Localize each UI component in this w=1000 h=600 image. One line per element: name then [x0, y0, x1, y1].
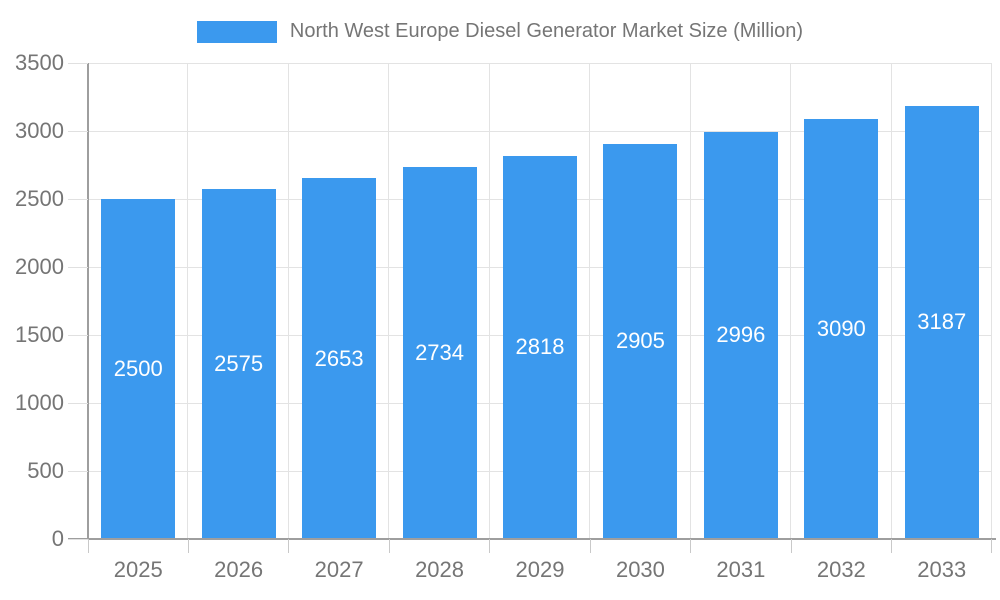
x-tick [690, 539, 692, 553]
v-gridline [287, 63, 289, 539]
v-gridline [890, 63, 892, 539]
y-tick [68, 62, 88, 64]
y-tick-label: 3500 [15, 50, 64, 75]
x-axis-tick-labels: 2025 2026 2027 2028 2029 2030 2031 2032 2033 [88, 557, 992, 587]
x-tick [991, 539, 992, 553]
legend[interactable]: North West Europe Diesel Generator Marke… [0, 20, 1000, 43]
y-tick [68, 470, 88, 472]
y-axis-line [87, 63, 89, 539]
x-tick [288, 539, 290, 553]
bar-2028[interactable]: 2734 [402, 167, 477, 539]
x-tick-label: 2028 [415, 557, 465, 582]
bar-2025[interactable]: 2500 [101, 199, 176, 539]
bar-2026[interactable]: 2575 [201, 188, 276, 539]
legend-label: North West Europe Diesel Generator Marke… [289, 20, 804, 42]
x-tick-label: 2031 [716, 557, 766, 582]
y-tick-label: 2500 [15, 186, 64, 211]
plot-area: 2500 2575 2653 2734 2818 2905 2996 3090 3187 [68, 62, 996, 553]
y-tick [68, 130, 88, 132]
v-gridline [187, 63, 189, 539]
bar-2030[interactable]: 2905 [603, 143, 678, 539]
bar-value-label: 2653 [314, 345, 364, 371]
v-gridline [589, 63, 591, 539]
y-tick [68, 266, 88, 268]
bar-2033[interactable]: 3187 [904, 105, 979, 539]
x-tick-label: 2032 [816, 557, 866, 582]
y-tick [68, 198, 88, 200]
v-gridline [689, 63, 691, 539]
x-tick [87, 539, 89, 553]
y-tick-label: 500 [27, 458, 64, 483]
x-tick-label: 2026 [214, 557, 264, 582]
x-tick [187, 539, 189, 553]
v-gridline [790, 63, 792, 539]
legend-swatch [196, 20, 277, 43]
bar-value-label: 2575 [214, 350, 264, 376]
h-gridline [88, 130, 992, 132]
x-axis-line [68, 538, 996, 540]
y-tick-label: 2000 [15, 254, 64, 279]
x-tick [589, 539, 591, 553]
bar-value-label: 3187 [917, 309, 967, 335]
h-gridline [88, 62, 992, 64]
bar-value-label: 3090 [816, 315, 866, 341]
x-tick [790, 539, 792, 553]
bar-2032[interactable]: 3090 [804, 118, 879, 539]
bar-value-label: 2734 [415, 340, 465, 366]
x-tick [489, 539, 491, 553]
y-tick [68, 538, 88, 540]
x-tick-label: 2033 [917, 557, 967, 582]
x-tick-label: 2027 [314, 557, 364, 582]
y-tick-label: 3000 [15, 118, 64, 143]
bar-2029[interactable]: 2818 [503, 155, 577, 539]
bar-2031[interactable]: 2996 [703, 131, 778, 539]
v-gridline [388, 63, 390, 539]
x-tick-label: 2030 [615, 557, 665, 582]
y-tick-label: 1000 [15, 390, 64, 415]
y-tick [68, 334, 88, 336]
x-tick [388, 539, 390, 553]
bar-2027[interactable]: 2653 [302, 178, 377, 539]
bar-value-label: 2818 [515, 334, 565, 360]
x-tick [891, 539, 893, 553]
v-gridline [991, 63, 992, 539]
y-tick [68, 402, 88, 404]
x-tick-label: 2029 [515, 557, 565, 582]
bar-value-label: 2996 [716, 322, 766, 348]
y-axis-tick-labels: 0 500 1000 1500 2000 2500 3000 3500 [0, 50, 64, 551]
y-tick-label: 1500 [15, 322, 64, 347]
x-tick-label: 2025 [113, 557, 163, 582]
bar-value-label: 2905 [615, 328, 665, 354]
bar-value-label: 2500 [113, 356, 163, 381]
y-tick-label: 0 [51, 526, 64, 551]
v-gridline [488, 63, 490, 539]
